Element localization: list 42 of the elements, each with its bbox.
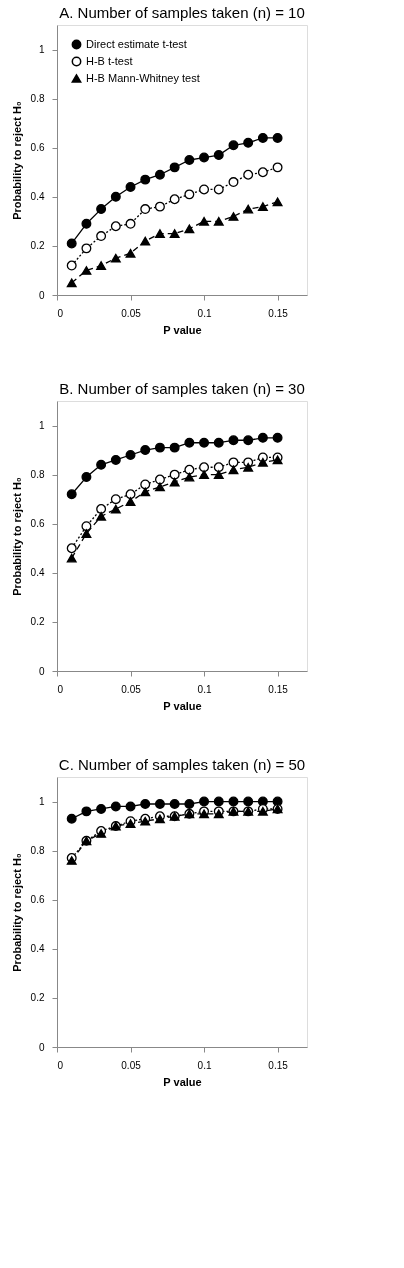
y-tick-label: 1 xyxy=(38,44,45,56)
y-tick-label: 0 xyxy=(38,289,45,301)
y-tick-label: 1 xyxy=(38,796,45,808)
y-tick-label: 0.4 xyxy=(30,191,45,203)
x-tick-label: 0.15 xyxy=(268,683,289,695)
y-tick-label: 0.2 xyxy=(30,616,45,628)
y-tick-label: 0.8 xyxy=(30,845,45,857)
x-tick-label: 0 xyxy=(57,307,64,319)
y-tick-label: 0.6 xyxy=(30,142,45,154)
y-tick-label: 0.8 xyxy=(30,469,45,481)
x-tick-label: 0.1 xyxy=(197,307,212,319)
x-axis-title: P value xyxy=(163,323,202,336)
x-tick-label: 0.15 xyxy=(268,1059,289,1071)
chart-title: C. Number of samples taken (n) = 50 xyxy=(58,756,306,773)
y-tick-label: 0.6 xyxy=(30,894,45,906)
x-tick-label: 0.05 xyxy=(121,1059,142,1071)
y-axis-title: Probability to reject H₀ xyxy=(10,101,23,220)
legend-label: Direct estimate t-test xyxy=(86,37,187,50)
x-tick-label: 0.1 xyxy=(197,683,212,695)
x-axis-title: P value xyxy=(163,1075,202,1088)
x-tick-label: 0.05 xyxy=(121,307,142,319)
y-tick-label: 0.2 xyxy=(30,240,45,252)
y-tick-label: 0.6 xyxy=(30,518,45,530)
legend-label: H-B Mann-Whitney test xyxy=(86,71,200,84)
y-axis-title: Probability to reject H₀ xyxy=(10,477,23,596)
y-tick-label: 0.4 xyxy=(30,943,45,955)
x-axis-title: P value xyxy=(163,699,202,712)
y-tick-label: 0 xyxy=(38,1041,45,1053)
x-tick-label: 0.1 xyxy=(197,1059,212,1071)
x-tick-label: 0.05 xyxy=(121,683,142,695)
y-tick-label: 0 xyxy=(38,665,45,677)
y-tick-label: 0.2 xyxy=(30,992,45,1004)
x-tick-label: 0.15 xyxy=(268,307,289,319)
y-axis-title: Probability to reject H₀ xyxy=(10,853,23,972)
x-tick-label: 0 xyxy=(57,1059,64,1071)
chart-title: A. Number of samples taken (n) = 10 xyxy=(59,4,305,21)
y-tick-label: 1 xyxy=(38,420,45,432)
legend-label: H-B t-test xyxy=(86,54,133,67)
chart-title: B. Number of samples taken (n) = 30 xyxy=(59,380,305,397)
y-tick-label: 0.4 xyxy=(30,567,45,579)
y-tick-label: 0.8 xyxy=(30,93,45,105)
x-tick-label: 0 xyxy=(57,683,64,695)
